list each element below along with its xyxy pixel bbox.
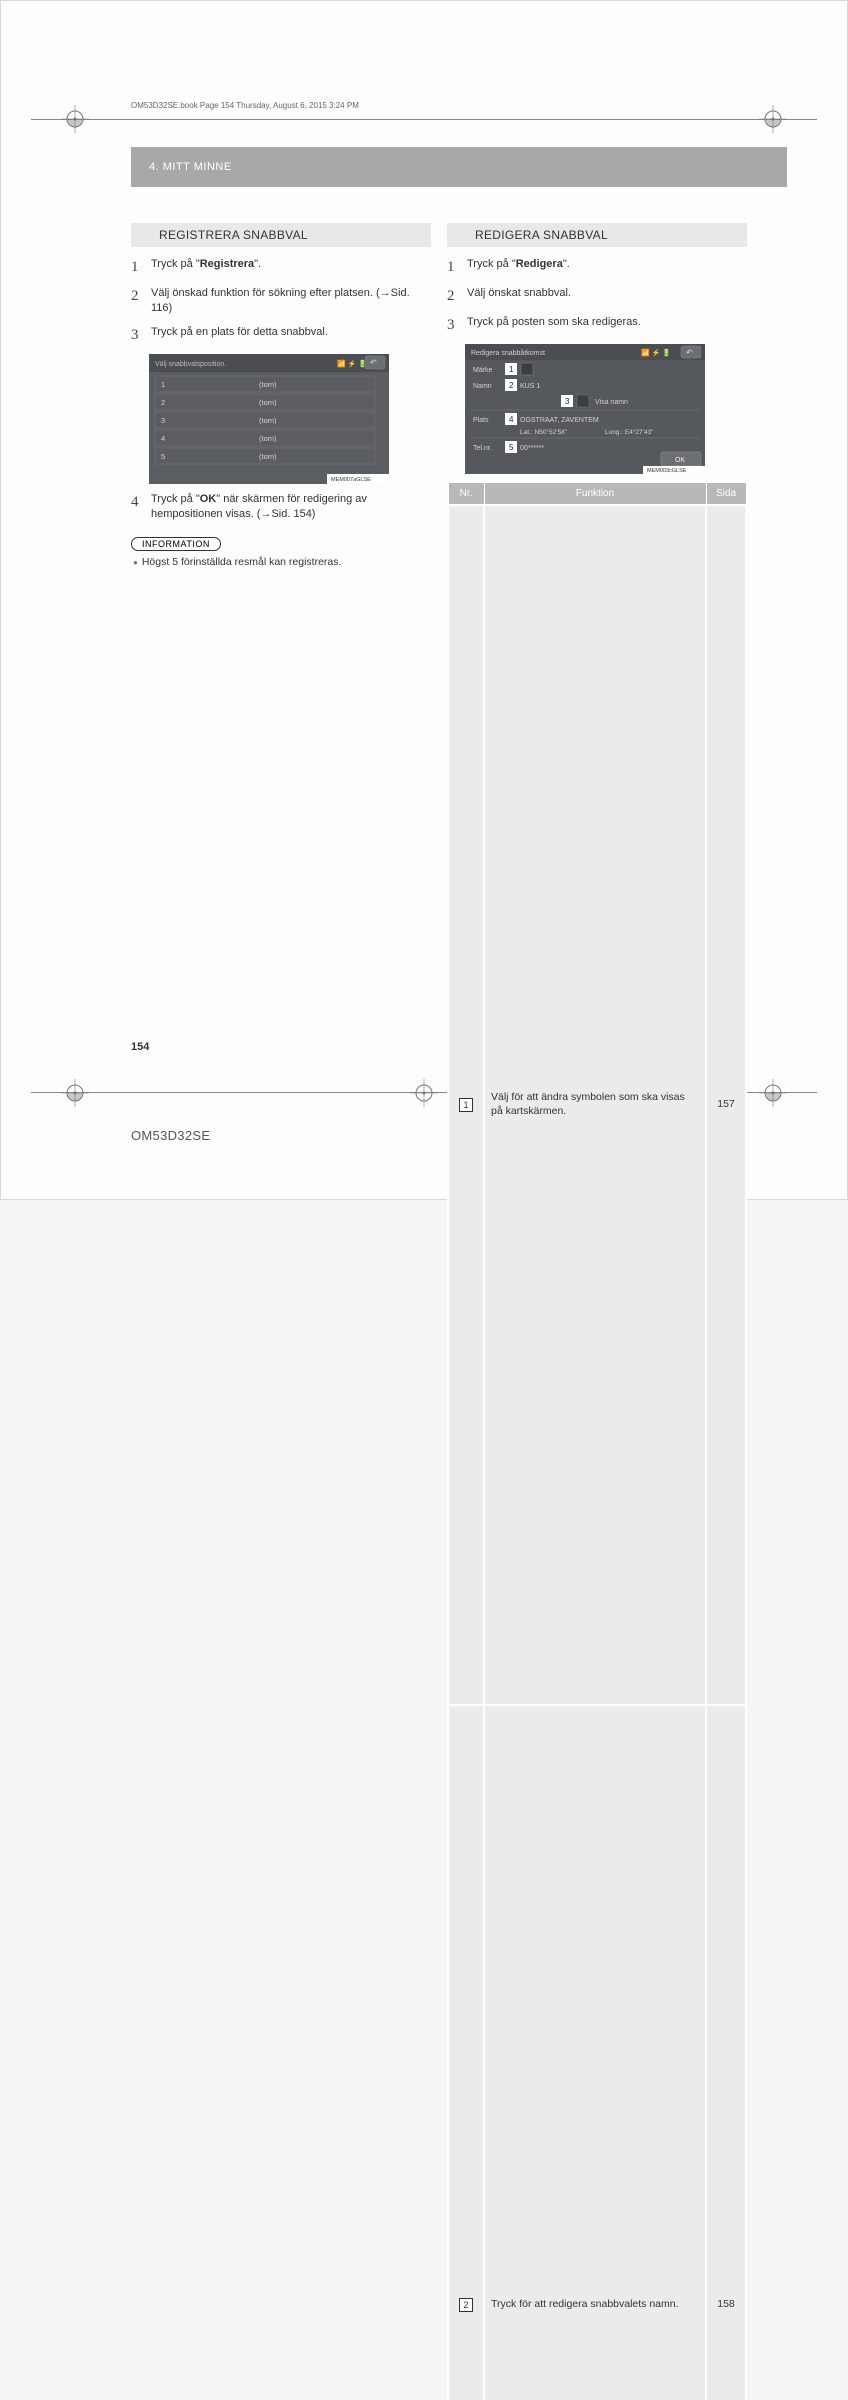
svg-text:Tel.nr.: Tel.nr. [473, 445, 492, 452]
svg-text:Lat.: N50°52'58": Lat.: N50°52'58" [520, 428, 568, 436]
svg-text:(tom): (tom) [259, 380, 277, 389]
th-sida: Sida [706, 483, 746, 506]
svg-text:OGSTRAAT, ZAVENTEM: OGSTRAAT, ZAVENTEM [520, 417, 599, 424]
svg-text:3: 3 [565, 397, 570, 406]
function-table: Nr. Funktion Sida 1 Välj för att ändra s… [447, 482, 747, 2400]
svg-text:5: 5 [161, 452, 165, 461]
svg-text:1: 1 [509, 365, 514, 374]
svg-text:2: 2 [509, 381, 514, 390]
svg-text:📶 ⚡ 🔋: 📶 ⚡ 🔋 [641, 348, 671, 357]
svg-text:MEM007aGLSE: MEM007aGLSE [331, 477, 371, 483]
svg-text:Märke: Märke [473, 367, 493, 374]
svg-text:Plats: Plats [473, 417, 489, 424]
svg-text:MEM003cGLSE: MEM003cGLSE [647, 468, 687, 474]
svg-text:4: 4 [161, 434, 165, 443]
svg-text:(tom): (tom) [259, 416, 277, 425]
right-column: REDIGERA SNABBVAL 1 Tryck på "Redigera".… [447, 223, 747, 2400]
right-step-3: 3 Tryck på posten som ska redigeras. [447, 315, 747, 336]
info-text: Högst 5 förinställda resmål kan registre… [131, 555, 431, 570]
left-step-2: 2 Välj önskad funktion för sökning efter… [131, 286, 431, 317]
svg-text:2: 2 [161, 398, 165, 407]
svg-text:Namn: Namn [473, 383, 492, 390]
svg-text:Visa namn: Visa namn [595, 399, 628, 406]
svg-text:↶: ↶ [370, 358, 377, 367]
right-step-1: 1 Tryck på "Redigera". [447, 257, 747, 278]
svg-text:4: 4 [509, 415, 514, 424]
left-heading: REGISTRERA SNABBVAL [159, 228, 308, 242]
right-step-2: 2 Välj önskat snabbval. [447, 286, 747, 307]
svg-text:Long.: E4°27'43": Long.: E4°27'43" [605, 428, 654, 436]
left-step-4: 4 Tryck på "OK" när skärmen för redigeri… [131, 492, 431, 523]
svg-text:OK: OK [675, 457, 685, 464]
right-heading: REDIGERA SNABBVAL [475, 228, 608, 242]
page: OM53D32SE.book Page 154 Thursday, August… [0, 0, 848, 1200]
svg-text:00******: 00****** [520, 445, 544, 452]
table-row: 1 Välj för att ändra symbolen som ska vi… [448, 505, 746, 1705]
left-heading-bar: REGISTRERA SNABBVAL [131, 223, 431, 247]
content: REGISTRERA SNABBVAL 1 Tryck på "Registre… [131, 223, 747, 2400]
left-step-1: 1 Tryck på "Registrera". [131, 257, 431, 278]
left-step-3: 3 Tryck på en plats för detta snabbval. [131, 325, 431, 346]
section-band: 4. MITT MINNE [131, 147, 787, 187]
left-screenshot: Välj snabbvalsposition. 📶 ⚡ 🔋 ↶ 1 (tom) 2… [149, 354, 389, 484]
svg-text:Redigera snabbåtkomst: Redigera snabbåtkomst [471, 349, 545, 357]
svg-text:1: 1 [161, 380, 165, 389]
page-number: 154 [131, 1041, 149, 1053]
th-funktion: Funktion [484, 483, 706, 506]
left-column: REGISTRERA SNABBVAL 1 Tryck på "Registre… [131, 223, 431, 2400]
svg-text:5: 5 [509, 443, 514, 452]
svg-text:Välj snabbvalsposition.: Välj snabbvalsposition. [155, 361, 226, 368]
svg-text:3: 3 [161, 416, 165, 425]
svg-text:↶: ↶ [686, 348, 693, 357]
svg-text:(tom): (tom) [259, 434, 277, 443]
right-heading-bar: REDIGERA SNABBVAL [447, 223, 747, 247]
svg-text:(tom): (tom) [259, 452, 277, 461]
th-nr: Nr. [448, 483, 484, 506]
header-meta: OM53D32SE.book Page 154 Thursday, August… [131, 101, 359, 110]
svg-text:📶 ⚡ 🔋: 📶 ⚡ 🔋 [337, 359, 367, 368]
table-row: 2 Tryck för att redigera snabbvalets nam… [448, 1705, 746, 2400]
section-title: 4. MITT MINNE [149, 161, 232, 173]
svg-text:(tom): (tom) [259, 398, 277, 407]
info-badge: INFORMATION [131, 537, 221, 551]
doc-code: OM53D32SE [131, 1128, 210, 1143]
svg-text:KUS 1: KUS 1 [520, 383, 540, 390]
right-screenshot: Redigera snabbåtkomst 📶 ⚡ 🔋 ↶ Märke 1 Na… [465, 344, 705, 474]
